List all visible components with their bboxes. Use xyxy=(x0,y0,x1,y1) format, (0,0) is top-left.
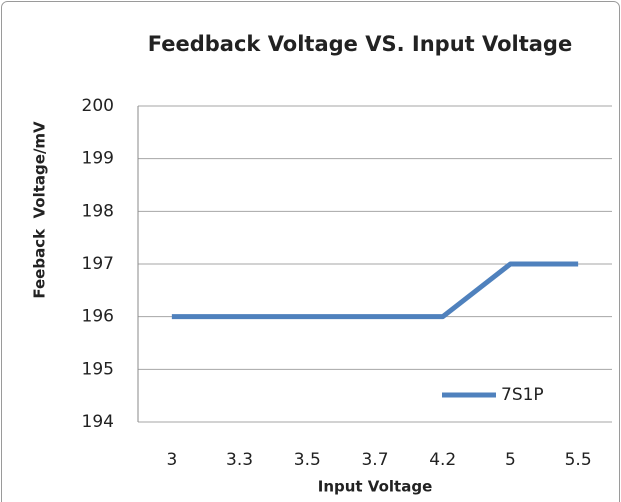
x-tick-label: 5.5 xyxy=(565,450,592,470)
series-line xyxy=(171,261,579,320)
x-tick-label: 3.3 xyxy=(226,450,253,470)
x-tick-label: 5 xyxy=(505,450,516,470)
x-tick-label: 3.5 xyxy=(294,450,321,470)
x-axis-title: Input Voltage xyxy=(318,478,433,496)
y-tick-label: 198 xyxy=(82,201,114,221)
x-tick-label: 4.2 xyxy=(429,450,456,470)
y-axis-title: Feeback Voltage/mV xyxy=(31,121,49,299)
legend-label: 7S1P xyxy=(501,385,544,405)
y-tick-label: 200 xyxy=(82,96,114,116)
y-tick-label: 194 xyxy=(82,412,114,432)
y-tick-label: 195 xyxy=(82,359,114,379)
y-tick-label: 197 xyxy=(82,254,114,274)
y-tick-label: 199 xyxy=(82,149,114,169)
x-tick-label: 3 xyxy=(166,450,177,470)
chart-title: Feedback Voltage VS. Input Voltage xyxy=(148,32,572,56)
x-tick-label: 3.7 xyxy=(361,450,388,470)
y-tick-label: 196 xyxy=(82,307,114,327)
